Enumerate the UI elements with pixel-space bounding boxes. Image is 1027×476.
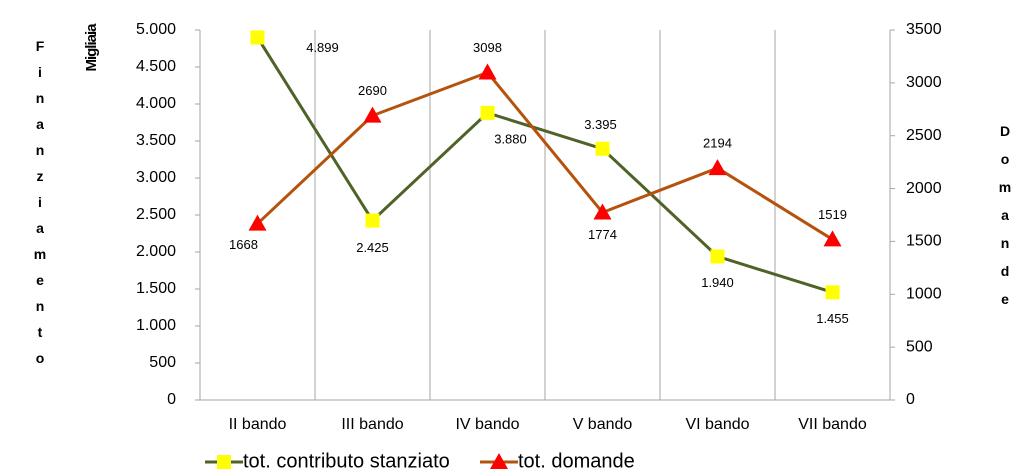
y2-tick-label: 2000 <box>906 180 942 197</box>
x-tick-label: VII bando <box>798 416 867 433</box>
data-label: 1774 <box>588 227 617 242</box>
y2-tick-label: 0 <box>906 391 915 408</box>
y-tick-label: 1.000 <box>136 317 176 334</box>
y-tick-label: 2.000 <box>136 243 176 260</box>
data-label: 1.940 <box>701 275 734 290</box>
y2-tick-label: 2500 <box>906 127 942 144</box>
point <box>708 159 727 176</box>
series-line <box>256 36 833 294</box>
y-tick-label: 1.500 <box>136 280 176 297</box>
y2-tick-label: 3000 <box>906 74 942 91</box>
data-label: 1668 <box>229 237 258 252</box>
legend-label: tot. domande <box>518 450 635 472</box>
point <box>250 30 265 45</box>
y-tick-label: 5.000 <box>136 21 176 38</box>
x-tick-label: VI bando <box>685 416 749 433</box>
y2-tick-label: 1000 <box>906 286 942 303</box>
y2-tick-label: 1500 <box>906 233 942 250</box>
point <box>593 203 612 220</box>
data-label: 3.880 <box>494 131 527 146</box>
point <box>365 213 380 228</box>
point <box>248 214 267 231</box>
legend-marker <box>217 455 231 469</box>
data-label: 4.899 <box>306 40 339 55</box>
point <box>595 141 610 156</box>
point <box>480 105 495 120</box>
x-tick-label: V bando <box>573 416 633 433</box>
point <box>710 249 725 264</box>
x-tick-label: IV bando <box>455 416 519 433</box>
y-tick-label: 500 <box>149 354 176 371</box>
data-label: 3098 <box>473 40 502 55</box>
data-label: 2690 <box>358 83 387 98</box>
y2-tick-label: 3500 <box>906 21 942 38</box>
data-label: 3.395 <box>584 117 617 132</box>
point <box>823 230 842 247</box>
y-tick-label: 4.500 <box>136 58 176 75</box>
series-line <box>256 70 834 241</box>
point <box>363 106 382 123</box>
data-label: 1519 <box>818 207 847 222</box>
point <box>825 285 840 300</box>
x-tick-label: II bando <box>229 416 287 433</box>
point <box>478 63 497 80</box>
y-tick-label: 3.500 <box>136 132 176 149</box>
y-tick-label: 3.000 <box>136 169 176 186</box>
y2-tick-label: 500 <box>906 338 933 355</box>
legend-marker <box>490 453 508 469</box>
data-label: 2.425 <box>356 240 389 255</box>
legend-label: tot. contributo stanziato <box>243 450 450 472</box>
y-unit: Migliaia <box>83 23 100 72</box>
y-tick-label: 0 <box>167 391 176 408</box>
data-label: 2194 <box>703 136 732 151</box>
data-label: 1.455 <box>816 311 849 326</box>
y-tick-label: 2.500 <box>136 206 176 223</box>
x-tick-label: III bando <box>341 416 403 433</box>
y-tick-label: 4.000 <box>136 95 176 112</box>
